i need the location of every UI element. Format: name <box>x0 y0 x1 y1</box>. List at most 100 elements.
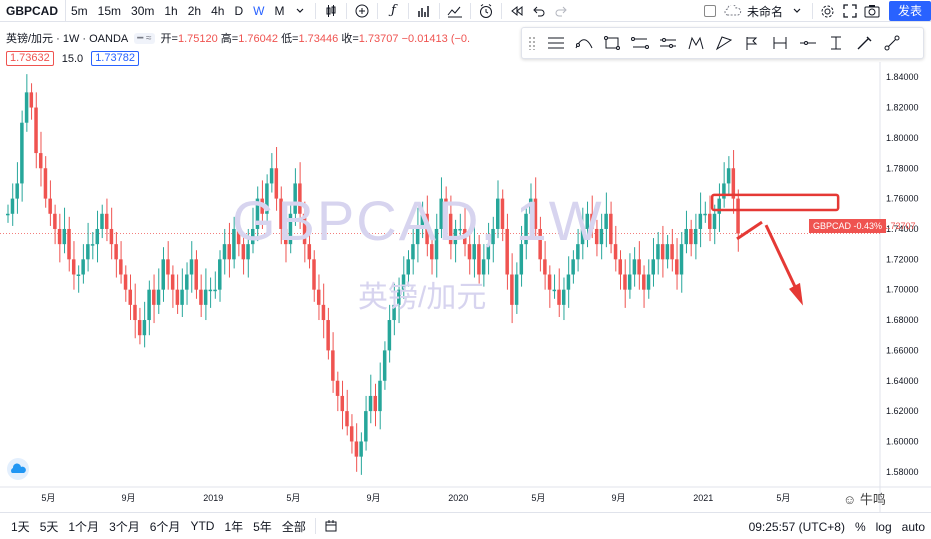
flag-tool-icon[interactable] <box>738 29 766 57</box>
price-tick-label: 1.68000 <box>886 315 919 325</box>
layout-name[interactable]: 未命名 <box>746 4 783 19</box>
candle-body <box>505 228 509 275</box>
interval-1h[interactable]: 1h <box>164 3 178 18</box>
pattern-tool-icon[interactable] <box>682 29 710 57</box>
fullscreen-icon[interactable] <box>839 0 861 22</box>
clock-time[interactable]: 09:25:57 (UTC+8) <box>748 519 845 534</box>
candle-body <box>675 259 679 275</box>
interval-m[interactable]: M <box>274 3 285 18</box>
legend-title[interactable]: 英镑/加元 · 1W · OANDA <box>6 33 129 45</box>
candle-body <box>552 289 557 292</box>
drag-handle-icon[interactable] <box>528 36 536 50</box>
hide-legend-toggle[interactable]: ━ ≈ <box>134 32 155 44</box>
chevron-down-icon[interactable] <box>289 0 311 22</box>
range-3m[interactable]: 3个月 <box>109 519 140 534</box>
candle-body <box>500 198 505 229</box>
low-label: 低= <box>281 33 299 45</box>
cloud-save-icon[interactable] <box>722 0 744 22</box>
interval-2h[interactable]: 2h <box>187 3 202 18</box>
interval-5m[interactable]: 5m <box>71 3 88 18</box>
percent-toggle[interactable]: % <box>854 519 866 534</box>
candle-body <box>637 259 641 275</box>
curve-icon[interactable] <box>570 29 598 57</box>
log-toggle[interactable]: log <box>875 519 892 534</box>
interval-d[interactable]: D <box>234 3 244 18</box>
brush-icon[interactable] <box>850 29 878 57</box>
camera-icon[interactable] <box>861 0 883 22</box>
price-tick-label: 1.74000 <box>886 224 919 234</box>
candle-body <box>401 274 406 290</box>
range-5d[interactable]: 5天 <box>39 519 59 534</box>
candle-body <box>307 244 312 260</box>
path-tool-icon[interactable] <box>626 29 654 57</box>
candle-body <box>142 320 147 336</box>
candle-body <box>76 274 81 276</box>
range-1d[interactable]: 1天 <box>11 519 30 534</box>
range-all[interactable]: 全部 <box>281 519 306 534</box>
horizontal-lines-icon[interactable] <box>542 29 570 57</box>
candle-body <box>95 228 100 245</box>
candle-body <box>434 228 439 260</box>
symbol-search[interactable]: GBPCAD <box>0 0 66 22</box>
interval-4h[interactable]: 4h <box>211 3 225 18</box>
alert-clock-icon[interactable] <box>475 0 497 22</box>
candle-body <box>397 289 401 305</box>
candle-body <box>109 228 114 245</box>
time-tick-label: 2021 <box>693 493 713 503</box>
range-5y[interactable]: 5年 <box>253 519 272 534</box>
interval-w[interactable]: W <box>253 3 265 18</box>
candle-body <box>519 244 524 275</box>
range-ytd[interactable]: YTD <box>190 519 215 533</box>
candle-body <box>24 92 29 123</box>
publish-button[interactable]: 发表 <box>888 1 931 21</box>
interval-15m[interactable]: 15m <box>97 3 122 18</box>
range-1m[interactable]: 1个月 <box>68 519 100 534</box>
replay-icon[interactable] <box>506 0 528 22</box>
interval-30m[interactable]: 30m <box>131 3 155 18</box>
candle-body <box>199 289 203 305</box>
indicators-fx-icon[interactable]: ƒ <box>391 3 396 18</box>
candle-body <box>62 228 67 245</box>
compare-add-icon[interactable] <box>351 0 373 22</box>
buy-price[interactable]: 1.73782 <box>91 51 139 66</box>
tradingview-logo-icon[interactable] <box>7 458 29 480</box>
price-tick-label: 1.82000 <box>886 103 919 113</box>
price-tick-label: 1.58000 <box>886 467 919 477</box>
candle-body <box>114 244 118 260</box>
candle-body <box>415 228 420 245</box>
divider <box>470 2 472 19</box>
candle-body <box>335 380 340 396</box>
rectangle-tool-icon[interactable] <box>598 29 626 57</box>
date-range-icon[interactable] <box>766 29 794 57</box>
candle-body <box>274 168 279 199</box>
gear-icon[interactable] <box>817 0 839 22</box>
candlestick-type-icon[interactable] <box>320 0 342 22</box>
chart-area[interactable]: 1.84000 1.82000 1.80000 1.78000 1.76000 1.740… <box>0 62 931 512</box>
candle-body <box>293 183 297 214</box>
triangle-tool-icon[interactable] <box>710 29 738 57</box>
candle-body <box>491 228 495 245</box>
price-chart[interactable]: 1.84000 1.82000 1.80000 1.78000 1.76000 1.740… <box>0 62 931 512</box>
templates-icon[interactable] <box>444 0 466 22</box>
divider <box>314 518 316 534</box>
candle-body <box>345 411 349 427</box>
auto-toggle[interactable]: auto <box>901 519 925 534</box>
goto-date-icon[interactable] <box>320 515 342 537</box>
sell-price[interactable]: 1.73632 <box>6 51 54 66</box>
candle-body <box>326 320 330 351</box>
horizontal-ray-icon[interactable] <box>794 29 822 57</box>
select-checkbox[interactable] <box>703 5 716 17</box>
chevron-down-icon[interactable] <box>786 0 808 22</box>
ruler-icon[interactable] <box>878 29 906 57</box>
candle-body <box>585 213 590 229</box>
range-6m[interactable]: 6个月 <box>149 519 181 534</box>
range-1y[interactable]: 1年 <box>224 519 244 534</box>
candle-body <box>298 183 302 214</box>
undo-icon[interactable] <box>528 0 550 22</box>
parallel-channel-icon[interactable] <box>654 29 682 57</box>
candle-body <box>373 395 378 412</box>
price-range-icon[interactable] <box>822 29 850 57</box>
redo-icon[interactable] <box>550 0 572 22</box>
financials-icon[interactable] <box>413 0 435 22</box>
name-watermark: 英镑/加元 <box>358 281 487 314</box>
